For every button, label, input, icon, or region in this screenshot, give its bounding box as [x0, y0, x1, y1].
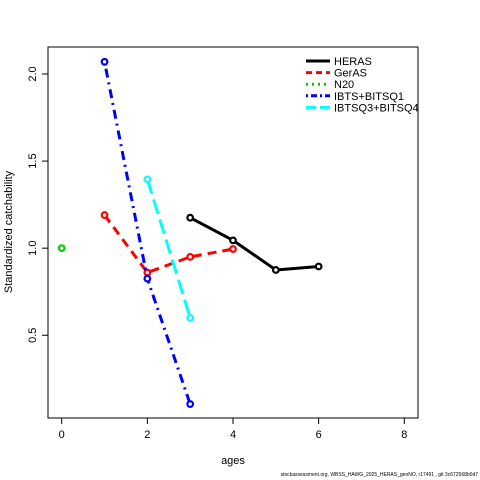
y-tick-label: 2.0 [27, 66, 39, 81]
x-tick-label: 6 [316, 429, 322, 441]
x-tick-label: 4 [230, 429, 236, 441]
y-tick-label: 1.5 [27, 153, 39, 168]
data-point [186, 213, 195, 222]
series-line [103, 214, 234, 275]
legend-label: GerAS [334, 68, 367, 80]
legend-label: IBTS+BITSQ1 [334, 91, 404, 103]
legend-label: HERAS [334, 56, 372, 68]
data-point [143, 274, 152, 283]
data-point [271, 266, 280, 274]
data-point [57, 244, 66, 253]
data-point [229, 245, 237, 253]
data-point [143, 268, 152, 277]
y-axis-label: Standardized catchability [3, 170, 15, 293]
data-point [100, 57, 109, 66]
series-n20 [57, 244, 66, 253]
x-tick-label: 8 [401, 429, 407, 441]
x-tick-label: 2 [144, 429, 150, 441]
data-point [229, 236, 237, 245]
data-point [100, 211, 109, 219]
x-axis-label: ages [221, 455, 245, 467]
data-point [186, 313, 195, 322]
data-point [186, 400, 195, 408]
series-line [189, 216, 319, 272]
y-tick-label: 1.0 [27, 241, 39, 256]
y-axis: 0.5 1.0 1.5 2.0 [27, 66, 49, 343]
legend-label: IBTSQ3+BITSQ4 [334, 102, 419, 114]
x-axis: 0 2 4 6 8 [59, 417, 407, 441]
x-tick-label: 0 [59, 429, 65, 441]
data-point [143, 175, 152, 184]
footer-source-text: stockassessment.org, WBSS_HAWG_2025_HERA… [280, 472, 478, 478]
data-point [186, 252, 195, 261]
y-tick-label: 0.5 [27, 328, 39, 343]
series-layer [57, 57, 323, 408]
series-line [145, 178, 192, 319]
series-ibts-bitsq1 [100, 57, 195, 408]
series-geras [100, 211, 237, 277]
series-ibtsq3-bitsq4 [143, 175, 195, 322]
legend-label: N20 [334, 79, 354, 91]
series-heras [186, 213, 323, 274]
data-point [314, 262, 323, 271]
